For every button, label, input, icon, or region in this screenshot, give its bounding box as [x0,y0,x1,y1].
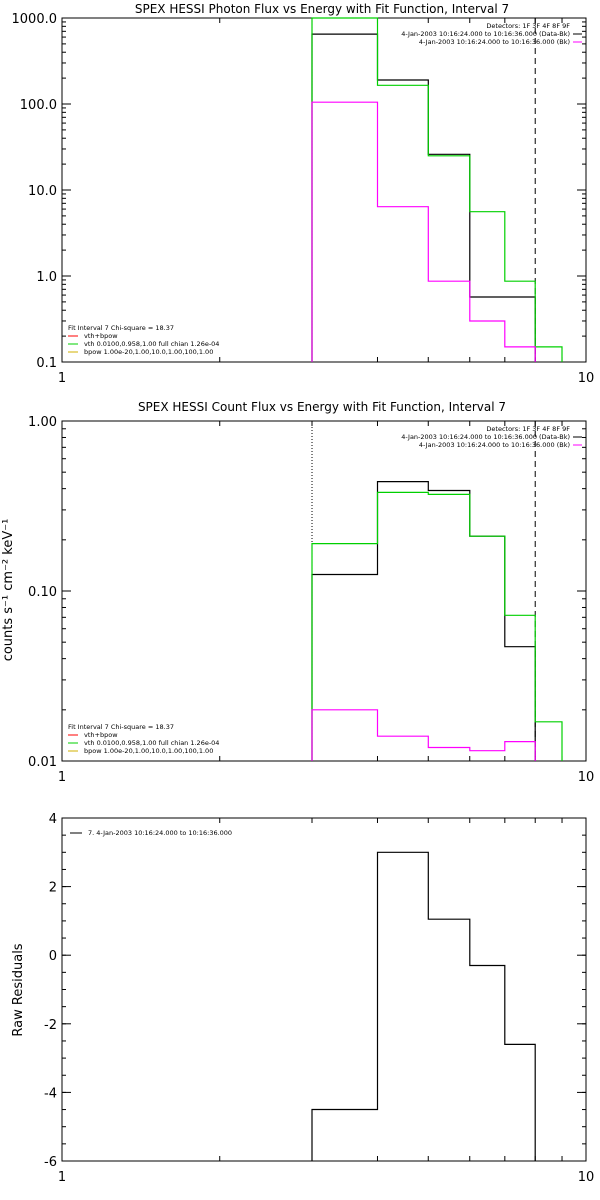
legend-left-entry: Fit Interval 7 Chi-square = 18.37 [68,723,174,731]
series-background-step [311,709,536,761]
x-tick-label: 10 [578,770,595,785]
y-tick-label: 0.10 [28,585,57,600]
y-tick-label: 1.00 [28,415,57,430]
series-background-step [311,101,536,362]
legend-left-entry: vth 0.0100,0.958,1.00 full chian 1.26e-0… [84,739,219,747]
legend-right-entry: Detectors: 1F 3F 4F 8F 9F [486,22,570,30]
series-model-step [311,17,563,362]
series-data-step [311,33,536,362]
count-flux-panel: SPEX HESSI Count Flux vs Energy with Fit… [1,400,594,785]
legend-right-entry: 4-Jan-2003 10:16:24.000 to 10:16:36.000 … [419,441,570,449]
legend-left-entry: vth+bpow [84,332,118,340]
x-tick-label: 10 [578,1170,595,1185]
legend-entry: 7. 4-Jan-2003 10:16:24.000 to 10:16:36.0… [88,829,232,837]
x-tick-label: 1 [58,371,66,386]
legend-left-entry: bpow 1.00e-20,1.00,10.0,1.00,100,1.00 [84,348,213,356]
legend-left-entry: Fit Interval 7 Chi-square = 18.37 [68,324,174,332]
legend-right-entry: 4-Jan-2003 10:16:24.000 to 10:16:36.000 … [419,38,570,46]
y-tick-label: 100.0 [20,98,57,113]
y-tick-label: -2 [44,1018,57,1033]
series-data-step [311,851,536,1161]
legend-right-entry: 4-Jan-2003 10:16:24.000 to 10:16:36.000 … [401,433,570,441]
y-tick-label: 1000.0 [12,12,58,27]
y-tick-label: 2 [49,881,57,896]
legend-left-entry: bpow 1.00e-20,1.00,10.0,1.00,100,1.00 [84,747,213,755]
y-tick-label: -4 [44,1086,57,1101]
y-tick-label: 4 [49,812,57,827]
photon-flux-title: SPEX HESSI Photon Flux vs Energy with Fi… [135,2,509,16]
count-flux-ylabel: counts s⁻¹ cm⁻² keV⁻¹ [1,519,16,662]
y-tick-label: -6 [44,1155,57,1170]
y-tick-label: 0 [49,949,57,964]
y-tick-label: 0.1 [36,356,57,371]
series-model-step [311,491,563,761]
legend-right-entry: Detectors: 1F 3F 4F 8F 9F [486,425,570,433]
count-flux-title: SPEX HESSI Count Flux vs Energy with Fit… [138,400,506,414]
x-tick-label: 1 [58,1170,66,1185]
y-tick-label: 10.0 [28,184,57,199]
residuals-ylabel: Raw Residuals [11,943,26,1036]
legend-right-entry: 4-Jan-2003 10:16:24.000 to 10:16:36.000 … [401,30,570,38]
photon-flux-plot-frame [61,17,587,363]
x-tick-label: 1 [58,770,66,785]
residuals-panel: Raw Residuals 4 2 0 -2 -4 -61 10 7. 4-Jan-2003 … [11,812,594,1185]
legend-left-entry: vth 0.0100,0.958,1.00 full chian 1.26e-0… [84,340,219,348]
series-data-step [311,481,536,761]
y-tick-label: 0.01 [28,755,57,770]
x-tick-label: 10 [578,371,595,386]
y-tick-label: 1.0 [36,270,57,285]
photon-flux-panel: SPEX HESSI Photon Flux vs Energy with Fi… [12,2,595,386]
legend-left-entry: vth+bpow [84,731,118,739]
